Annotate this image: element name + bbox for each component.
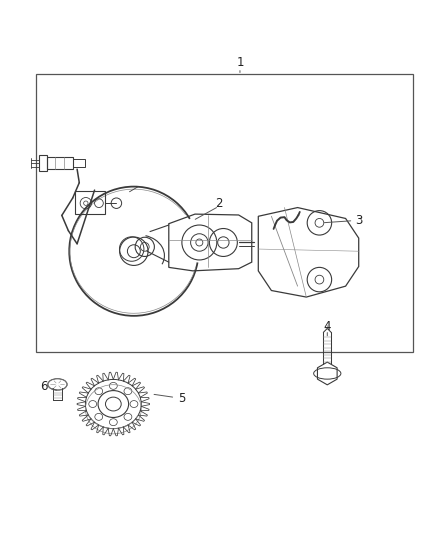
Text: 3: 3 [355, 214, 362, 227]
Text: 5: 5 [178, 392, 186, 405]
Text: 1: 1 [236, 56, 244, 69]
Text: 4: 4 [324, 320, 331, 333]
Text: 6: 6 [40, 380, 47, 393]
Text: 2: 2 [215, 197, 223, 209]
Bar [35, 75, 413, 352]
